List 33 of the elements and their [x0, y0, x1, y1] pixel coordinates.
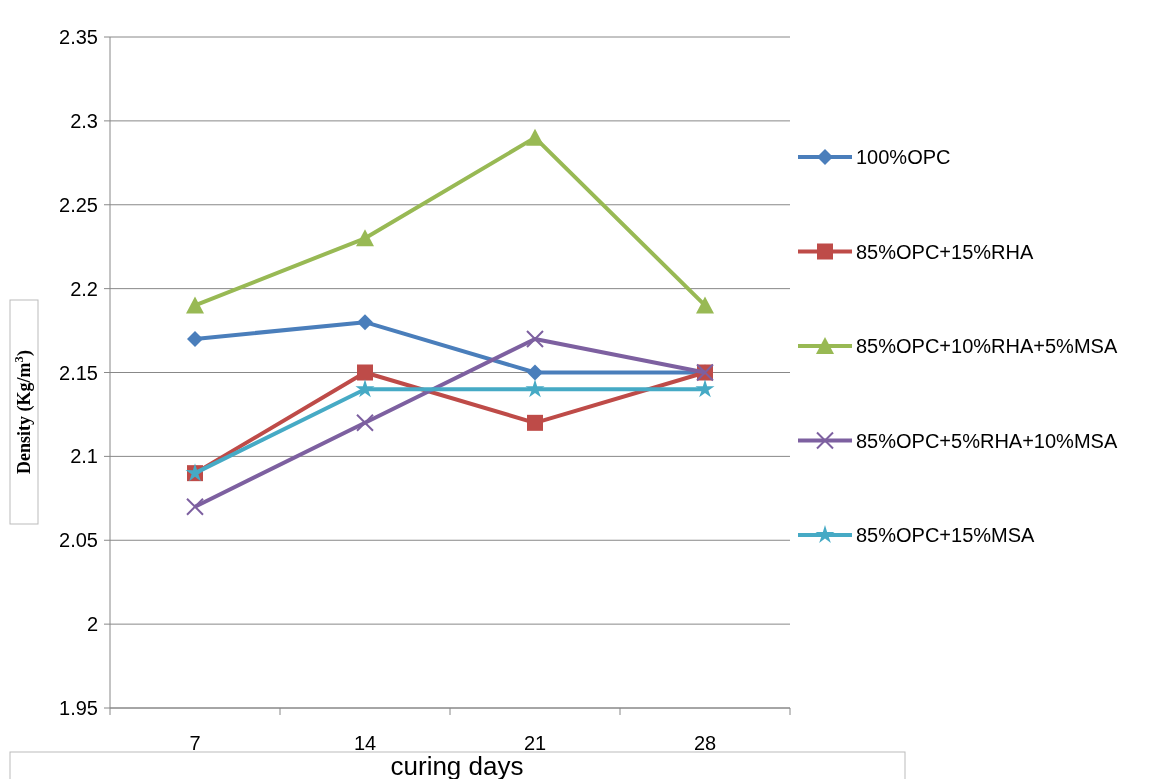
point	[356, 229, 374, 247]
point	[186, 497, 204, 516]
legend-label: 85%OPC+5%RHA+10%MSA	[856, 429, 1118, 452]
x-tick-label: 28	[693, 732, 717, 754]
legend-label: 100%OPC	[856, 146, 951, 168]
point	[527, 414, 543, 431]
y-tick-label: 2.3	[70, 109, 98, 132]
y-tick-label: 2.1	[70, 445, 98, 468]
point	[526, 128, 544, 146]
point	[527, 364, 543, 381]
point	[696, 296, 714, 314]
point	[187, 330, 203, 347]
legend-label: 85%OPC+15%MSA	[856, 524, 1036, 546]
y-tick-label: 2	[86, 613, 98, 636]
point	[357, 364, 373, 381]
point	[695, 379, 715, 398]
x-tick-label: 14	[353, 732, 377, 754]
point	[526, 329, 544, 348]
y-tick-label: 2.25	[59, 193, 98, 216]
x-tick-label: 7	[189, 732, 201, 754]
point	[186, 296, 204, 314]
y-tick-label: 2.35	[59, 26, 98, 48]
y-tick-label: 2.15	[59, 361, 98, 384]
point	[356, 413, 374, 432]
legend-label: 85%OPC+10%RHA+5%MSA	[856, 335, 1118, 357]
y-tick-label: 2.05	[59, 529, 98, 552]
y-tick-label: 1.95	[59, 697, 98, 719]
legend-label: 85%OPC+15%RHA	[856, 240, 1034, 263]
point	[525, 379, 545, 398]
y-tick-label: 2.2	[70, 277, 98, 300]
x-tick-label: 21	[523, 732, 547, 754]
point	[355, 379, 375, 398]
point	[357, 314, 373, 331]
